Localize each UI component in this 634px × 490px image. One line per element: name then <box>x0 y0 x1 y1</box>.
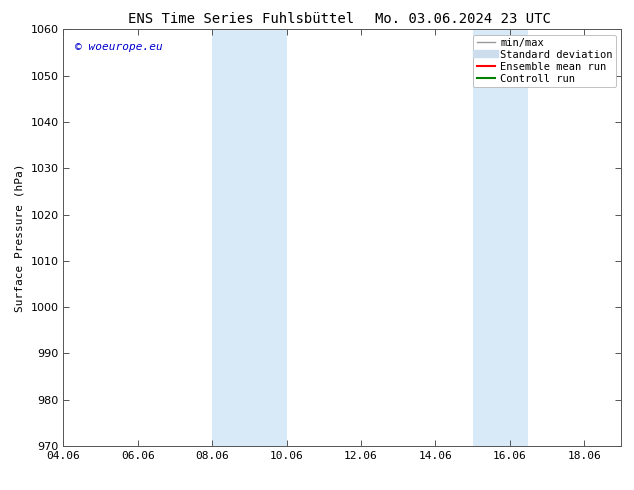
Legend: min/max, Standard deviation, Ensemble mean run, Controll run: min/max, Standard deviation, Ensemble me… <box>474 35 616 87</box>
Y-axis label: Surface Pressure (hPa): Surface Pressure (hPa) <box>15 163 25 312</box>
Text: ENS Time Series Fuhlsbüttel: ENS Time Series Fuhlsbüttel <box>128 12 354 26</box>
Bar <box>212 29 287 446</box>
Text: © woeurope.eu: © woeurope.eu <box>75 42 162 52</box>
Text: Mo. 03.06.2024 23 UTC: Mo. 03.06.2024 23 UTC <box>375 12 551 26</box>
Bar <box>472 29 528 446</box>
